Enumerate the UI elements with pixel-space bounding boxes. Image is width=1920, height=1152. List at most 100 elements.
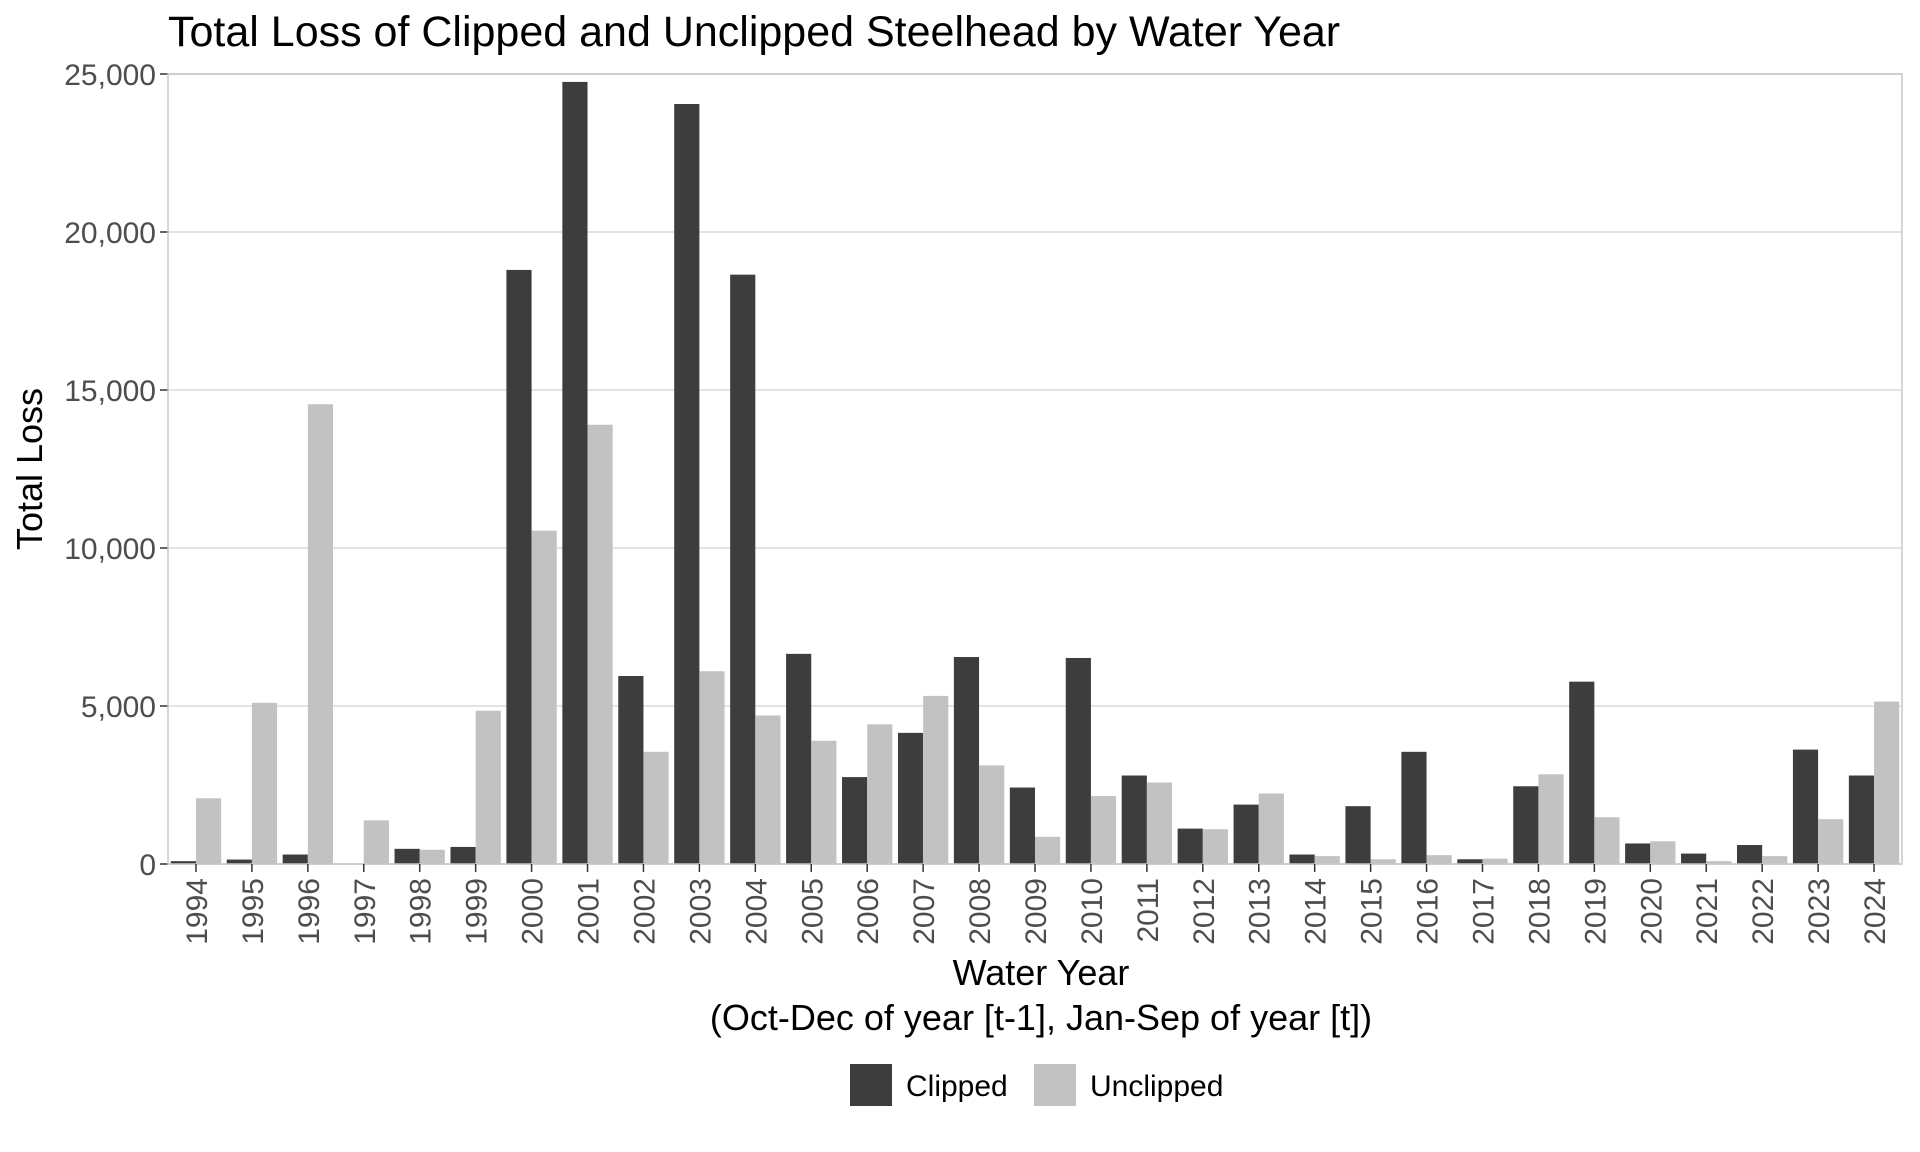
bar-unclipped-2002	[643, 751, 669, 864]
bar-clipped-2021	[1681, 853, 1707, 864]
x-tick-label: 2010	[1076, 878, 1109, 945]
legend-label-unclipped: Unclipped	[1090, 1070, 1223, 1103]
x-tick-label: 2006	[852, 878, 885, 945]
bar-unclipped-2015	[1370, 859, 1396, 864]
y-tick-label: 20,000	[64, 217, 156, 250]
bar-unclipped-1996	[307, 404, 334, 864]
y-tick-label: 0	[139, 849, 156, 882]
bar-clipped-2008	[953, 657, 980, 864]
x-tick-label: 2002	[628, 878, 661, 945]
bar-unclipped-2010	[1090, 796, 1117, 864]
chart-title: Total Loss of Clipped and Unclipped Stee…	[168, 8, 1340, 56]
bar-unclipped-2009	[1035, 836, 1061, 864]
bar-clipped-2004	[730, 274, 756, 864]
legend-swatch-unclipped	[1034, 1064, 1076, 1106]
x-axis-subtitle: (Oct-Dec of year [t-1], Jan-Sep of year …	[710, 997, 1372, 1038]
x-tick-label: 2017	[1467, 878, 1500, 945]
x-tick-label: 2000	[517, 878, 550, 945]
bar-clipped-2003	[674, 104, 700, 864]
x-tick-label: 2021	[1691, 878, 1724, 945]
legend-label-clipped: Clipped	[906, 1070, 1008, 1103]
bar-clipped-2005	[786, 653, 812, 864]
x-tick-label: 1998	[405, 878, 438, 945]
x-tick-label: 2020	[1635, 878, 1668, 945]
bar-unclipped-2023	[1818, 819, 1844, 864]
bar-unclipped-1998	[419, 849, 445, 864]
bar-unclipped-2021	[1706, 861, 1732, 864]
bar-clipped-2009	[1009, 787, 1035, 864]
x-tick-label: 2004	[740, 878, 773, 945]
bar-unclipped-2012	[1202, 829, 1228, 864]
bar-clipped-2014	[1289, 854, 1315, 864]
bar-unclipped-2006	[867, 724, 893, 864]
x-tick-label: 1994	[181, 878, 214, 945]
x-tick-label: 2018	[1523, 878, 1556, 945]
x-tick-label: 2019	[1579, 878, 1612, 945]
bar-clipped-1999	[450, 846, 476, 864]
x-tick-label: 1996	[293, 878, 326, 945]
bar-unclipped-2020	[1650, 841, 1676, 864]
y-tick-label: 25,000	[64, 59, 156, 92]
bar-unclipped-2000	[531, 530, 557, 864]
bar-clipped-1998	[394, 848, 420, 864]
bar-unclipped-2001	[587, 424, 613, 864]
x-axis-title: Water Year	[953, 952, 1130, 993]
bar-clipped-2019	[1569, 681, 1595, 864]
bar-clipped-2010	[1065, 657, 1091, 864]
x-tick-label: 1995	[237, 878, 270, 945]
bar-clipped-2018	[1513, 786, 1539, 864]
x-tick-label: 2001	[573, 878, 606, 945]
bar-unclipped-2013	[1258, 793, 1284, 864]
bar-unclipped-1995	[251, 702, 278, 864]
bar-unclipped-2016	[1426, 855, 1452, 864]
x-tick-label: 2008	[964, 878, 997, 945]
bar-clipped-2013	[1233, 804, 1259, 864]
bar-unclipped-2018	[1538, 774, 1564, 864]
bar-unclipped-2017	[1482, 858, 1508, 864]
x-tick-label: 2016	[1412, 878, 1445, 945]
bar-unclipped-2004	[755, 715, 781, 864]
bar-clipped-2012	[1177, 828, 1203, 864]
legend-swatch-clipped	[850, 1064, 892, 1106]
y-tick-label: 15,000	[64, 375, 156, 408]
x-tick-label: 2023	[1803, 878, 1836, 945]
x-tick-label: 2024	[1859, 878, 1892, 945]
y-tick-label: 5,000	[81, 691, 156, 724]
legend: Clipped Unclipped	[850, 1064, 1223, 1106]
bar-clipped-2007	[897, 732, 924, 864]
x-axis-ticks: 1994 1995 1996 1997 1998 1999 2000 2001 2002 2003…	[181, 864, 1892, 945]
bar-clipped-2022	[1736, 845, 1763, 864]
bar-clipped-2001	[562, 81, 588, 864]
x-tick-label: 2014	[1300, 878, 1333, 945]
bar-unclipped-2024	[1874, 701, 1900, 864]
bar-unclipped-2014	[1314, 856, 1340, 864]
x-tick-label: 2013	[1244, 878, 1277, 945]
bar-clipped-1995	[226, 859, 252, 864]
x-tick-label: 1999	[461, 878, 494, 945]
x-tick-label: 2012	[1188, 878, 1221, 945]
bar-clipped-2020	[1625, 843, 1651, 864]
bar-clipped-2000	[506, 269, 532, 864]
x-tick-label: 2011	[1132, 878, 1165, 943]
bar-unclipped-1997	[363, 820, 389, 864]
gridlines	[168, 73, 1902, 865]
bar-clipped-2006	[842, 777, 868, 864]
x-tick-label: 2009	[1020, 878, 1053, 945]
plot-panel-border	[167, 73, 1903, 865]
x-tick-label: 2022	[1747, 878, 1780, 945]
x-tick-label: 2003	[684, 878, 717, 945]
bars	[170, 81, 1900, 864]
bar-unclipped-2008	[979, 765, 1005, 864]
x-tick-label: 2007	[908, 878, 941, 945]
bar-unclipped-2019	[1594, 817, 1620, 864]
y-axis-title: Total Loss	[9, 388, 50, 550]
y-axis-ticks: 0 5,000 10,000 15,000 20,000 25,000	[64, 59, 168, 882]
y-tick-label: 10,000	[64, 533, 156, 566]
bar-clipped-2011	[1121, 775, 1147, 864]
x-tick-label: 1997	[349, 878, 382, 945]
bar-clipped-2016	[1401, 751, 1427, 864]
bar-unclipped-1994	[195, 798, 222, 864]
bar-clipped-1996	[282, 854, 308, 864]
bar-clipped-2023	[1792, 749, 1819, 864]
